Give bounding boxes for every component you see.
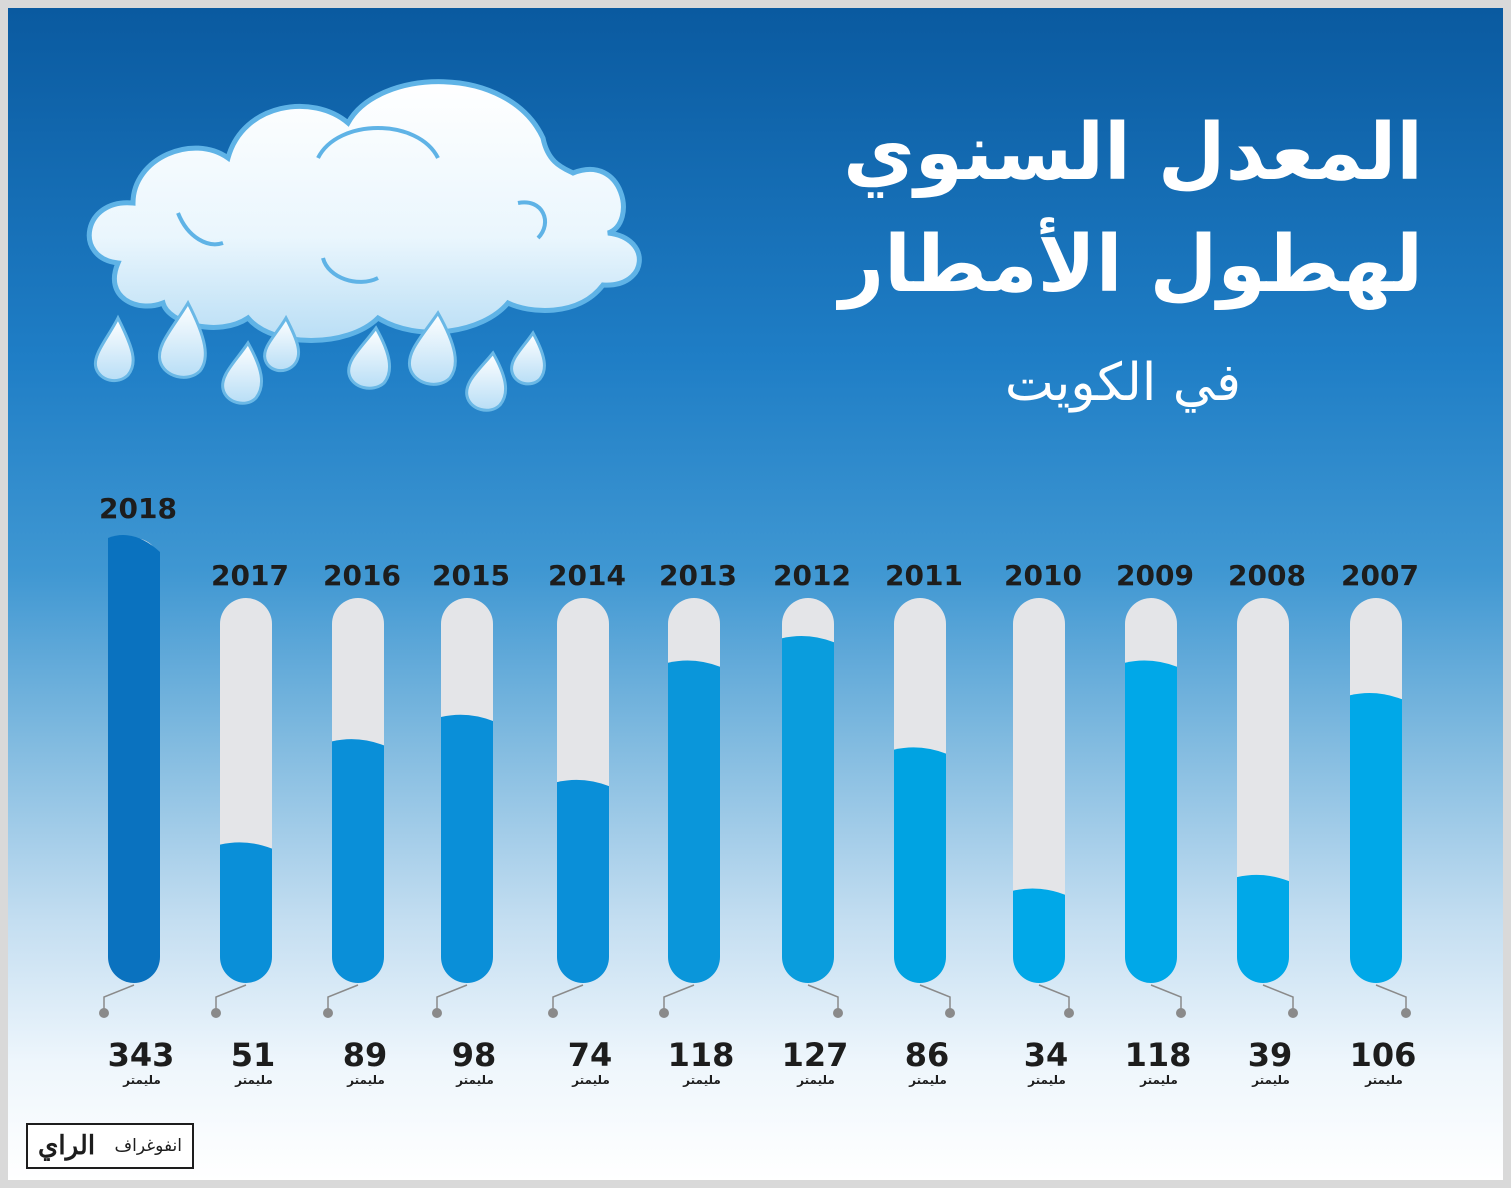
connector-line [663, 984, 695, 1010]
value-label-2017: 51 [231, 1036, 276, 1074]
value-label-2016: 89 [343, 1036, 388, 1074]
year-label-2018: 2018 [99, 492, 177, 525]
bar-2014 [557, 779, 609, 983]
bar-2008 [1237, 874, 1289, 983]
unit-label: مليمتر [1364, 1073, 1403, 1087]
bar-2011 [894, 747, 946, 983]
year-label-2009: 2009 [1116, 559, 1194, 592]
unit-label: مليمتر [234, 1073, 273, 1087]
value-label-2013: 118 [668, 1036, 735, 1074]
unit-label: مليمتر [571, 1073, 610, 1087]
year-label-2010: 2010 [1004, 559, 1082, 592]
unit-label: مليمتر [682, 1073, 721, 1087]
bar-2013 [668, 660, 720, 983]
connector-dot [1401, 1008, 1411, 1018]
bar-2007 [1350, 693, 1402, 983]
unit-label: مليمتر [796, 1073, 835, 1087]
connector-line [919, 984, 951, 1010]
bar-2010 [1013, 888, 1065, 983]
brand-logo: الراي انفوغراف [26, 1123, 194, 1169]
rain-cloud-icon [86, 79, 642, 412]
value-label-2012: 127 [782, 1036, 849, 1074]
connector-line [1375, 984, 1407, 1010]
value-label-2008: 39 [1248, 1036, 1293, 1074]
connector-dot [432, 1008, 442, 1018]
connector-dot [1176, 1008, 1186, 1018]
connector-dot [211, 1008, 221, 1018]
connector-dot [323, 1008, 333, 1018]
unit-label: مليمتر [1139, 1073, 1178, 1087]
connector-dot [1064, 1008, 1074, 1018]
unit-label: مليمتر [122, 1073, 161, 1087]
connector-line [1150, 984, 1182, 1010]
logo-label: انفوغراف [114, 1136, 182, 1156]
connector-line [215, 984, 247, 1010]
title-line-2: لهطول الأمطار [839, 220, 1423, 310]
value-label-2007: 106 [1350, 1036, 1417, 1074]
connector-dot [833, 1008, 843, 1018]
connector-dot [548, 1008, 558, 1018]
connector-line [103, 984, 135, 1010]
value-label-2011: 86 [905, 1036, 950, 1074]
bar-2012 [782, 636, 834, 983]
bar-track [1013, 598, 1065, 983]
bar-2016 [332, 739, 384, 983]
infographic-frame: المعدل السنوي لهطول الأمطار في الكويت 20… [8, 8, 1503, 1180]
year-label-2012: 2012 [773, 559, 851, 592]
value-label-2014: 74 [568, 1036, 613, 1074]
connector-line [1262, 984, 1294, 1010]
unit-label: مليمتر [455, 1073, 494, 1087]
year-label-2007: 2007 [1341, 559, 1419, 592]
year-label-2013: 2013 [659, 559, 737, 592]
bar-2009 [1125, 660, 1177, 983]
unit-label: مليمتر [1251, 1073, 1290, 1087]
year-label-2008: 2008 [1228, 559, 1306, 592]
connector-dot [945, 1008, 955, 1018]
year-label-2014: 2014 [548, 559, 626, 592]
unit-label: مليمتر [346, 1073, 385, 1087]
unit-label: مليمتر [908, 1073, 947, 1087]
connector-dot [99, 1008, 109, 1018]
connector-line [436, 984, 468, 1010]
connector-line [807, 984, 839, 1010]
bar-2017 [220, 842, 272, 983]
bar-2015 [441, 714, 493, 983]
title-line-3: في الكويت [1004, 353, 1241, 413]
connector-dot [1288, 1008, 1298, 1018]
connector-line [552, 984, 584, 1010]
unit-label: مليمتر [1027, 1073, 1066, 1087]
title-line-1: المعدل السنوي [843, 108, 1423, 198]
connector-dot [659, 1008, 669, 1018]
connector-line [1038, 984, 1070, 1010]
value-label-2009: 118 [1125, 1036, 1192, 1074]
value-label-2018: 343 [108, 1036, 175, 1074]
value-label-2015: 98 [452, 1036, 497, 1074]
bar-2018 [108, 535, 160, 983]
year-label-2011: 2011 [885, 559, 963, 592]
value-label-2010: 34 [1024, 1036, 1069, 1074]
rainfall-chart: 2018343مليمتر201751مليمتر201689مليمتر201… [99, 492, 1419, 1087]
logo-mark: الراي [38, 1131, 96, 1161]
year-label-2017: 2017 [211, 559, 289, 592]
year-label-2016: 2016 [323, 559, 401, 592]
connector-line [327, 984, 359, 1010]
year-label-2015: 2015 [432, 559, 510, 592]
